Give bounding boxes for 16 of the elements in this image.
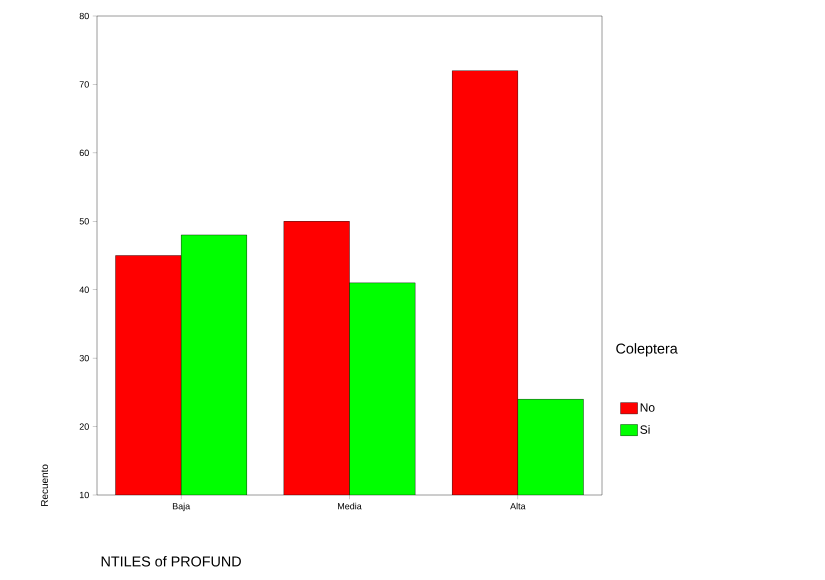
y-tick-label: 40: [79, 286, 89, 293]
y-tick-label: 30: [80, 354, 89, 362]
legend-label: Si: [640, 425, 650, 434]
x-tick-label: Media: [338, 502, 362, 510]
y-axis-title: Recuento: [41, 464, 48, 506]
x-tick-label: Alta: [510, 502, 526, 510]
y-tick-label: 50: [80, 218, 89, 224]
legend-title: Coleptera: [616, 343, 678, 356]
y-tick-label: 20: [80, 423, 89, 430]
y-tick-label: 80: [80, 12, 89, 20]
y-tick-label: 70: [80, 81, 89, 88]
y-tick-label: 60: [80, 150, 89, 156]
legend-label: No: [640, 403, 655, 412]
x-tick-label: Baja: [172, 502, 190, 512]
y-tick-label: 10: [80, 492, 89, 498]
x-axis-title: NTILES of PROFUND: [102, 556, 241, 567]
